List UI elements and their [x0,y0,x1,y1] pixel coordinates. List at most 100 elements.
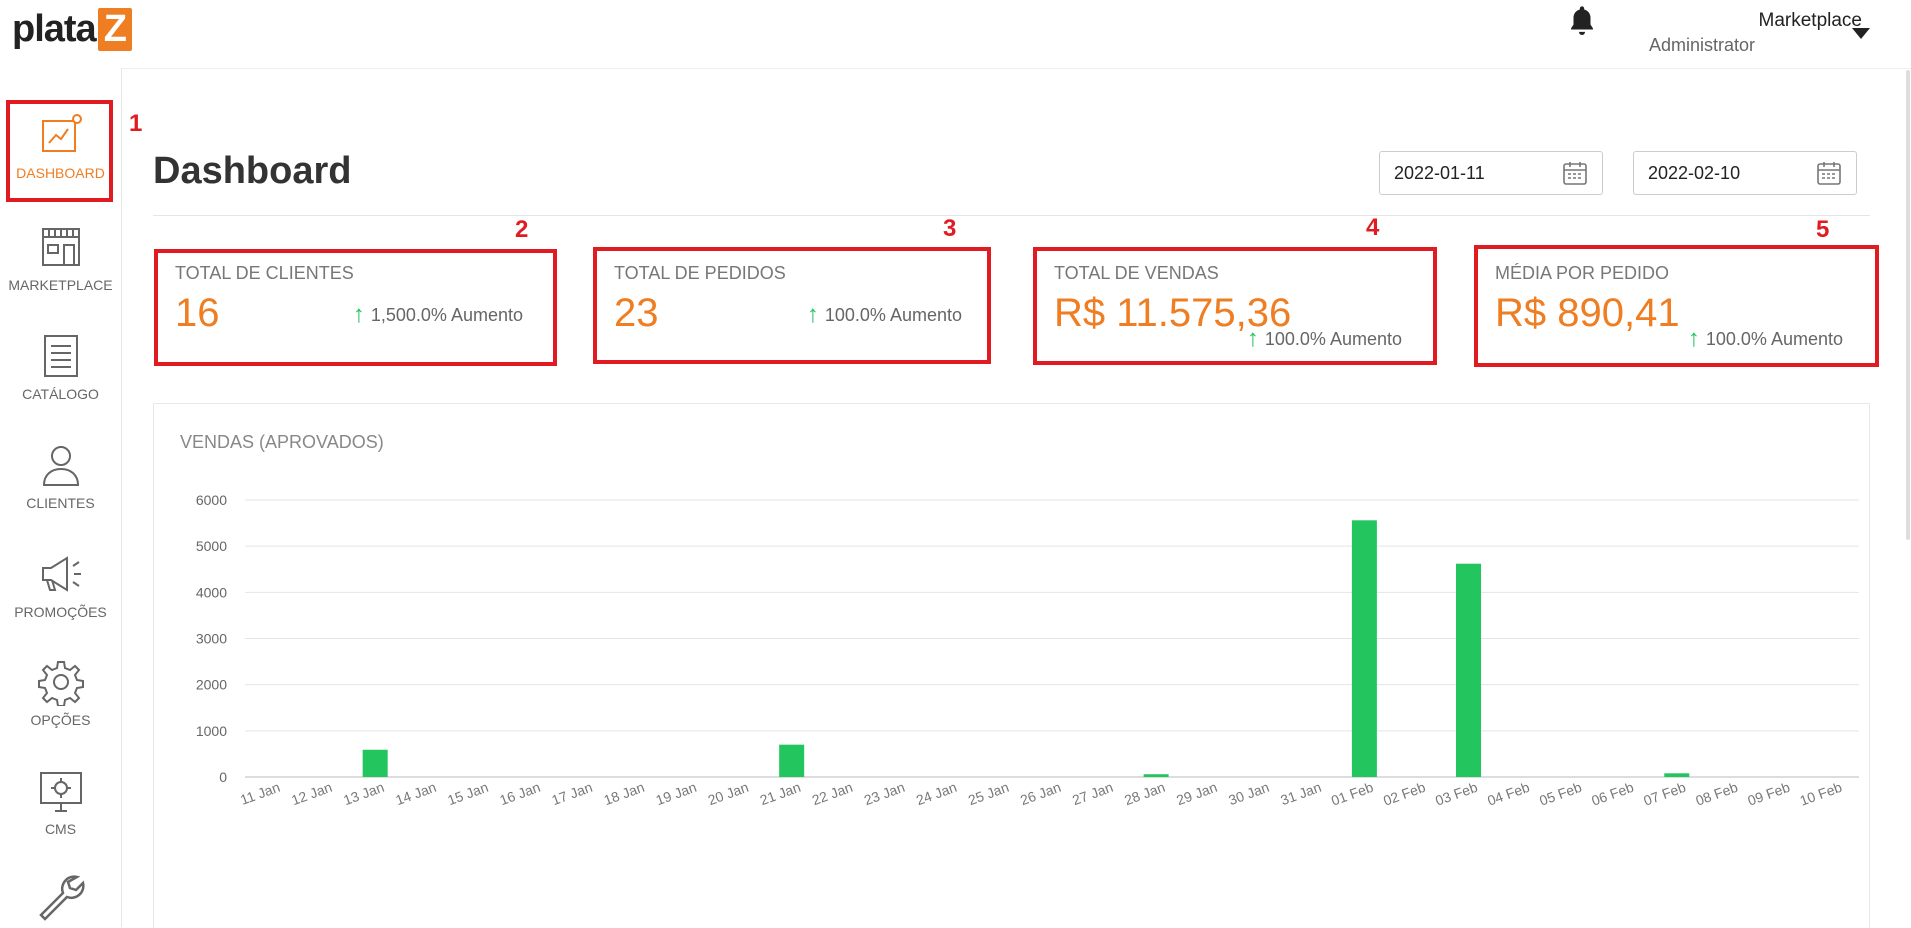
chart-title: VENDAS (APROVADOS) [180,432,384,452]
x-tick-label: 14 Jan [393,779,438,808]
sidebar-item-tools[interactable] [0,871,121,927]
x-tick-label: 02 Feb [1381,779,1428,809]
date-from-value: 2022-01-11 [1394,162,1485,183]
sidebar-item-clientes[interactable]: CLIENTES [0,441,121,541]
x-tick-label: 27 Jan [1070,779,1115,808]
x-tick-label: 07 Feb [1641,779,1688,809]
logo[interactable]: plata Z [12,8,132,51]
stat-delta-text: 100.0% Aumento [1705,328,1843,349]
stat-total-clientes: TOTAL DE CLIENTES 16 ↑ 1,500.0% Aumento [155,253,543,358]
y-tick-label: 1000 [196,723,227,739]
stat-title: MÉDIA POR PEDIDO [1495,263,1670,283]
top-bar: plata Z Marketplace Administrator [0,0,1911,69]
sidebar-item-catalogo[interactable]: CATÁLOGO [0,332,121,432]
calendar-icon[interactable] [1816,160,1842,186]
stat-delta: ↑ 100.0% Aumento [1688,325,1843,353]
bar [779,744,805,777]
x-tick-label: 18 Jan [602,779,647,808]
stat-delta-text: 100.0% Aumento [824,304,962,325]
chart-icon [41,114,82,152]
stat-delta: ↑ 1,500.0% Aumento [353,301,523,329]
x-tick-label: 23 Jan [862,779,907,808]
wrench-icon [38,875,85,921]
logo-mark: Z [97,8,132,51]
stat-delta-text: 100.0% Aumento [1264,328,1402,349]
stat-value: 16 [175,291,220,335]
stat-value: R$ 11.575,36 [1054,291,1292,335]
sales-chart: 0 1000 2000 3000 4000 5000 6000 11 Jan 12 Jan 13 … [196,492,1859,809]
calendar-icon[interactable] [1562,160,1588,186]
arrow-up-icon: ↑ [352,301,365,328]
page-title: Dashboard [153,150,352,192]
bar [1664,773,1690,777]
sidebar-item-opcoes[interactable]: OPÇÕES [0,658,121,758]
annotation-label-1: 1 [129,110,143,137]
x-tick-label: 06 Feb [1589,779,1636,809]
x-tick-label: 13 Jan [341,779,386,808]
annotation-label-3: 3 [943,215,957,242]
sidebar-item-cms[interactable]: CMS [0,767,121,867]
date-from-input[interactable]: 2022-01-11 [1379,151,1603,195]
y-tick-label: 0 [219,769,227,785]
x-tick-label: 10 Feb [1798,779,1845,809]
stat-delta: ↑ 100.0% Aumento [1247,325,1402,353]
document-icon [43,335,78,377]
x-tick-label: 31 Jan [1278,779,1323,808]
x-tick-label: 12 Jan [289,779,334,808]
stat-delta-text: 1,500.0% Aumento [370,304,523,325]
scrollbar[interactable] [1906,70,1910,540]
date-to-input[interactable]: 2022-02-10 [1633,151,1857,195]
store-icon [41,228,80,266]
user-name[interactable]: Marketplace [1758,10,1863,31]
x-tick-label: 21 Jan [758,779,803,808]
sidebar-item-label: CMS [44,821,77,837]
x-tick-label: 30 Jan [1226,779,1271,808]
megaphone-icon [41,556,81,592]
user-role: Administrator [1648,35,1755,55]
chevron-down-icon[interactable] [1852,28,1870,39]
y-tick-label: 2000 [196,677,227,693]
sidebar-item-marketplace[interactable]: MARKETPLACE [0,223,121,323]
y-tick-label: 4000 [196,584,227,600]
annotation-label-5: 5 [1816,216,1830,243]
sidebar-item-label: CLIENTES [26,495,95,511]
x-tick-label: 17 Jan [549,779,594,808]
stat-delta: ↑ 100.0% Aumento [807,301,962,329]
y-tick-label: 6000 [196,492,227,508]
annotation-label-4: 4 [1366,214,1380,241]
x-tick-label: 24 Jan [914,779,959,808]
sidebar-item-label: DASHBOARD [16,165,105,181]
sidebar-item-label: PROMOÇÕES [14,604,107,620]
arrow-up-icon: ↑ [1246,325,1259,352]
sidebar-item-promocoes[interactable]: PROMOÇÕES [0,550,121,650]
stat-value: 23 [614,291,659,335]
gear-icon [37,661,84,706]
bell-icon[interactable] [1567,4,1597,38]
stat-title: TOTAL DE PEDIDOS [614,263,786,283]
x-tick-label: 08 Feb [1693,779,1740,809]
x-tick-label: 22 Jan [810,779,855,808]
sidebar-item-label: OPÇÕES [30,712,91,728]
sidebar-item-label: CATÁLOGO [22,386,99,402]
x-tick-label: 19 Jan [654,779,699,808]
bar [1351,520,1377,777]
annotation-label-2: 2 [515,216,529,243]
date-to-value: 2022-02-10 [1648,162,1741,183]
bar [1143,774,1169,777]
y-tick-label: 5000 [196,538,227,554]
stat-title: TOTAL DE VENDAS [1054,263,1219,283]
x-tick-label: 15 Jan [445,779,490,808]
x-tick-label: 09 Feb [1745,779,1792,809]
x-tick-label: 29 Jan [1174,779,1219,808]
monitor-gear-icon [39,772,82,812]
sidebar: DASHBOARD MARKETPLACE CATÁLOGO CLIENTES … [0,68,122,927]
x-tick-label: 11 Jan [238,779,282,808]
stat-total-pedidos: TOTAL DE PEDIDOS 23 ↑ 100.0% Aumento [594,253,982,358]
stat-value: R$ 890,41 [1495,291,1680,335]
x-tick-label: 05 Feb [1537,779,1584,809]
sidebar-item-label: MARKETPLACE [8,277,113,293]
divider [153,215,1870,216]
y-tick-label: 3000 [196,631,227,647]
sidebar-item-dashboard[interactable]: DASHBOARD [0,111,121,211]
logo-text: plata [12,8,97,50]
